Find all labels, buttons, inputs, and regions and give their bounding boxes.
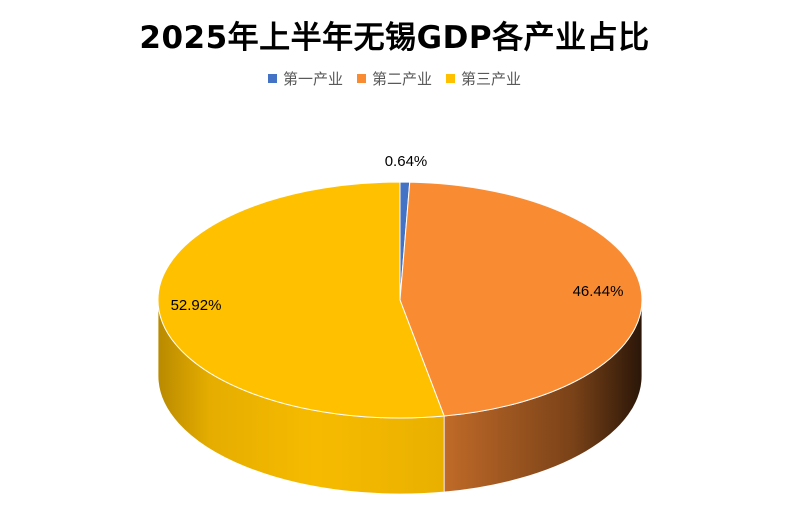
legend-swatch-tertiary xyxy=(446,74,455,83)
legend-item-secondary[interactable]: 第二产业 xyxy=(356,68,432,89)
legend-item-tertiary[interactable]: 第三产业 xyxy=(446,68,521,89)
chart-legend: 第一产业 第二产业 第三产业 xyxy=(0,68,789,89)
legend-label-primary: 第一产业 xyxy=(282,70,343,88)
pie-tops xyxy=(157,181,643,419)
chart-title: 2025年上半年无锡GDP各产业占比 xyxy=(139,20,650,56)
legend-label-secondary: 第二产业 xyxy=(371,70,432,88)
legend-item-primary[interactable]: 第一产业 xyxy=(267,68,343,89)
pie-data-labels: 0.64% 46.44% 52.92% xyxy=(171,153,624,314)
data-label-primary: 0.64% xyxy=(385,153,428,170)
data-label-secondary: 46.44% xyxy=(573,283,624,300)
legend-swatch-primary xyxy=(267,74,277,83)
legend-swatch-secondary xyxy=(356,74,366,83)
legend-label-tertiary: 第三产业 xyxy=(461,70,522,88)
pie-slice-secondary[interactable] xyxy=(399,181,643,417)
data-label-tertiary: 52.92% xyxy=(171,297,222,314)
pie-slice-tertiary[interactable] xyxy=(157,181,445,419)
